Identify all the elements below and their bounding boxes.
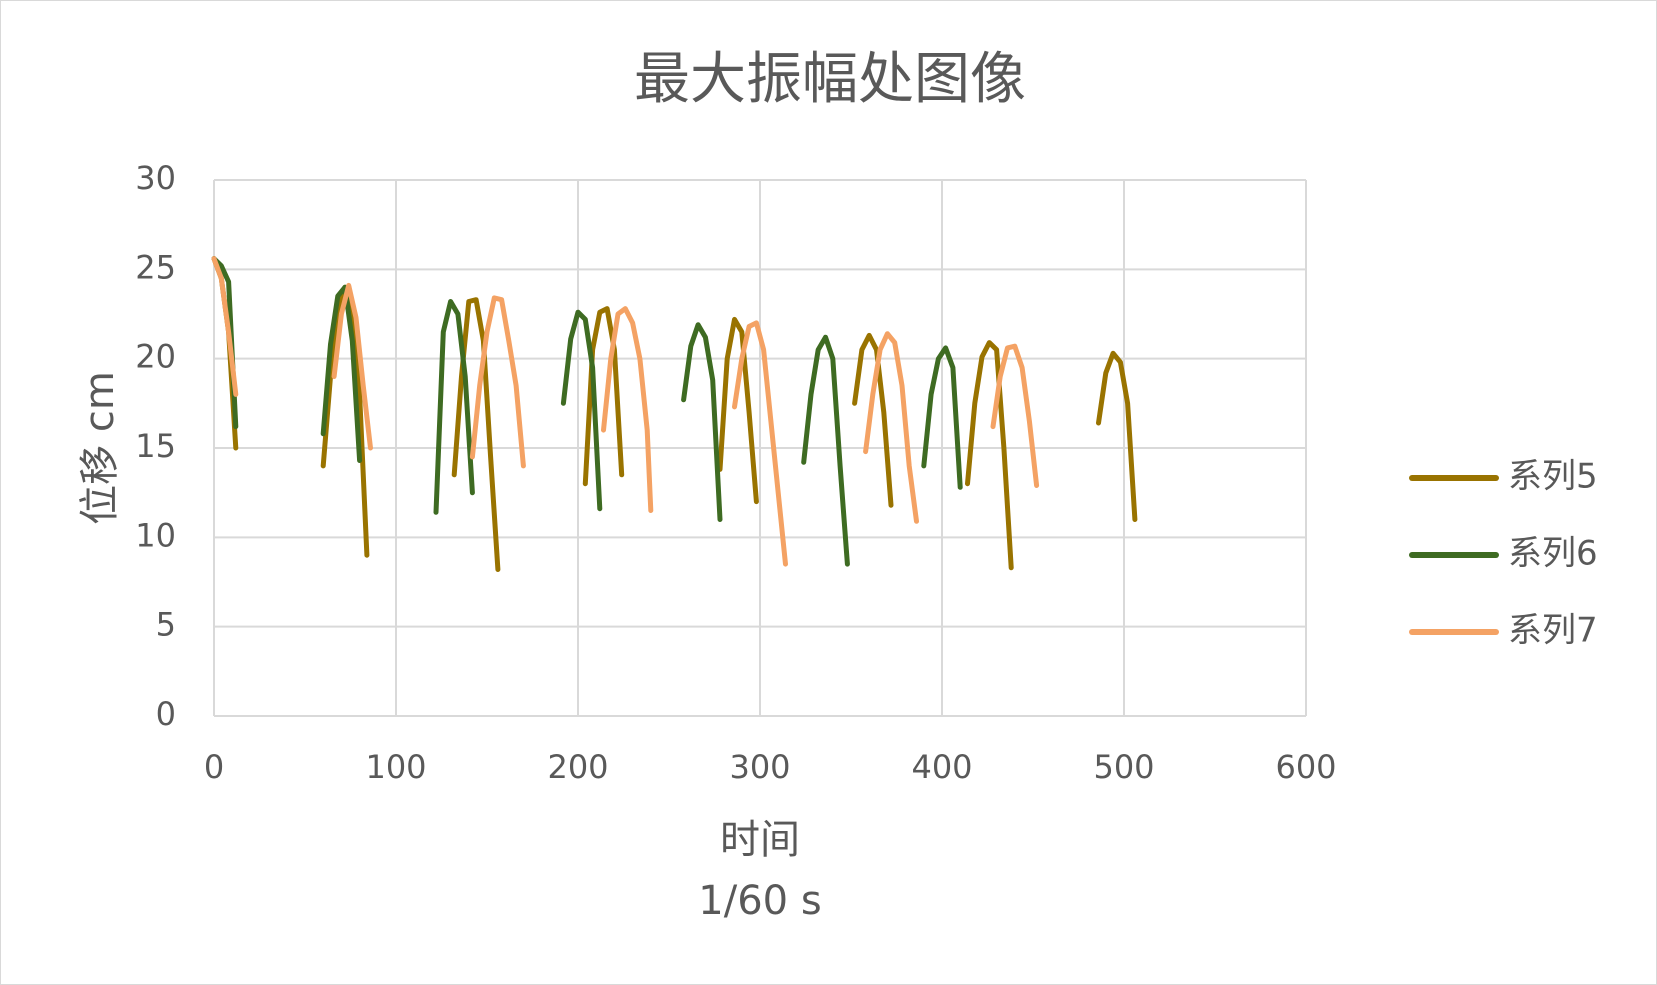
x-tick-label: 100 <box>365 748 426 786</box>
legend-label: 系列5 <box>1508 457 1598 497</box>
series-line-segment <box>732 320 788 567</box>
series-line-segment <box>863 331 919 524</box>
chart-title: 最大振幅处图像 <box>634 47 1026 112</box>
series-line-segment <box>331 282 373 451</box>
series-line-segment <box>601 306 654 513</box>
series-group <box>211 256 1138 572</box>
series-line-segment <box>717 316 759 505</box>
series-line-segment <box>433 299 475 515</box>
legend-label: 系列6 <box>1508 534 1598 574</box>
y-tick-label: 10 <box>135 516 176 554</box>
series-line-segment <box>1096 350 1138 522</box>
legend: 系列5 系列6 系列7 <box>1409 457 1598 651</box>
x-tick-label: 0 <box>204 748 224 786</box>
series-line-segment <box>469 295 526 469</box>
x-tick-label: 600 <box>1275 748 1336 786</box>
x-axis-label-line1: 时间 <box>720 817 800 863</box>
series-line-segment <box>801 334 850 567</box>
series-line-segment <box>990 343 1040 488</box>
series-line-segment <box>451 297 501 572</box>
series-line-segment <box>320 284 370 558</box>
y-tick-label: 20 <box>135 338 176 376</box>
gridlines <box>213 179 1307 717</box>
y-tick-label: 15 <box>135 427 176 465</box>
x-tick-label: 200 <box>547 748 608 786</box>
x-tick-label: 300 <box>729 748 790 786</box>
legend-label: 系列7 <box>1508 611 1598 651</box>
series-line-segment <box>320 284 363 463</box>
y-tick-label: 0 <box>156 695 176 733</box>
x-tick-label: 400 <box>911 748 972 786</box>
x-tick-label: 500 <box>1093 748 1154 786</box>
series-line-segment <box>211 256 239 397</box>
series-line-segment <box>681 322 723 522</box>
y-axis-ticks: 0 5 10 15 20 25 30 <box>135 159 176 733</box>
y-tick-label: 5 <box>156 606 176 644</box>
series-3 <box>211 256 1040 567</box>
y-axis-label: 位移 cm <box>77 371 123 525</box>
series-line-segment <box>921 345 963 490</box>
y-tick-label: 30 <box>135 159 176 197</box>
series-line-segment <box>965 340 1014 571</box>
x-axis-ticks: 0 100 200 300 400 500 600 <box>204 748 1337 786</box>
series-line-segment <box>852 332 894 508</box>
x-axis-label-line2: 1/60 s <box>698 878 821 924</box>
series-line-segment <box>560 309 603 512</box>
series-line-segment <box>211 256 239 430</box>
y-tick-label: 25 <box>135 248 176 286</box>
